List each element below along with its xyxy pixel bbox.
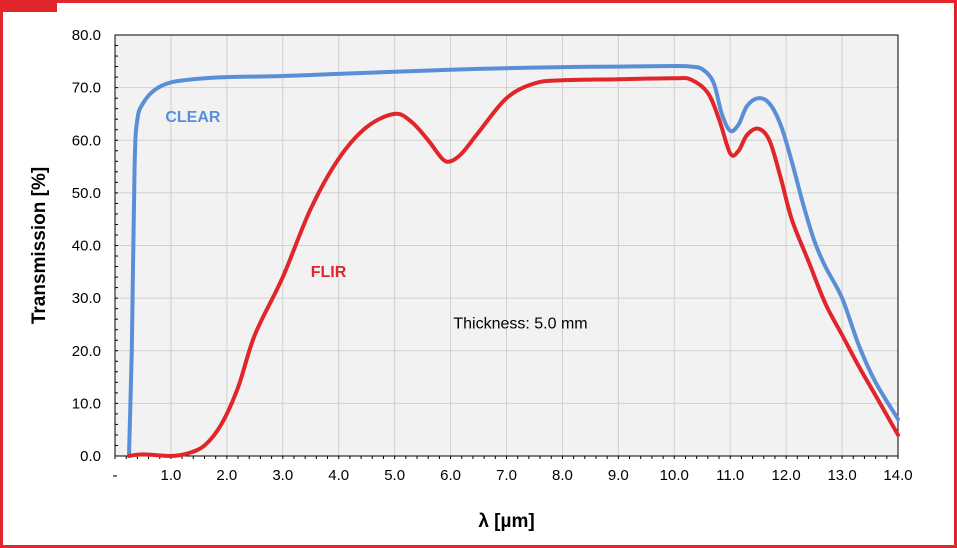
series-group [127,64,900,459]
x-tick-label: 14.0 [883,467,912,484]
x-tick-label: 10.0 [660,467,689,484]
x-tick-label: 12.0 [772,467,801,484]
grid [115,34,899,456]
y-tick-label: 30.0 [72,290,101,307]
x-tick-label: 1.0 [160,467,181,484]
y-tick-label: 10.0 [72,395,101,412]
y-tick-label: 40.0 [72,238,101,255]
x-tick-label: 7.0 [496,467,517,484]
y-tick-label: 50.0 [72,185,101,202]
x-axis-title: λ [µm] [478,511,534,532]
y-tick-label: 70.0 [72,80,101,97]
x-tick-label: 5.0 [384,467,405,484]
x-tick-label: - [113,467,118,484]
x-tick-label: 13.0 [827,467,856,484]
y-tick-label: 20.0 [72,343,101,360]
corner-tab [0,0,57,12]
series-labels: CLEAR FLIR [165,109,346,281]
x-tick-label: 6.0 [440,467,461,484]
x-tick-label: 3.0 [272,467,293,484]
x-tick-label: 2.0 [216,467,237,484]
x-tick-label: 11.0 [716,467,744,484]
y-tick-label: 60.0 [72,132,101,149]
x-tick-label: 9.0 [608,467,629,484]
axes: - 1.0 2.0 3.0 4.0 5.0 6.0 7.0 8.0 9.0 10.0 11.0 12.0… [72,27,913,484]
series-line-flir [127,76,900,459]
y-tick-label: 80.0 [72,27,101,44]
y-tick-label: 0.0 [80,448,101,465]
x-tick-label: 4.0 [328,467,349,484]
series-label-clear: CLEAR [165,109,221,126]
series-line-clear [127,64,900,458]
y-axis-title: Transmission [%] [29,167,50,324]
thickness-annotation: Thickness: 5.0 mm [453,316,587,333]
x-tick-label: 8.0 [552,467,573,484]
series-label-flir: FLIR [311,264,347,281]
